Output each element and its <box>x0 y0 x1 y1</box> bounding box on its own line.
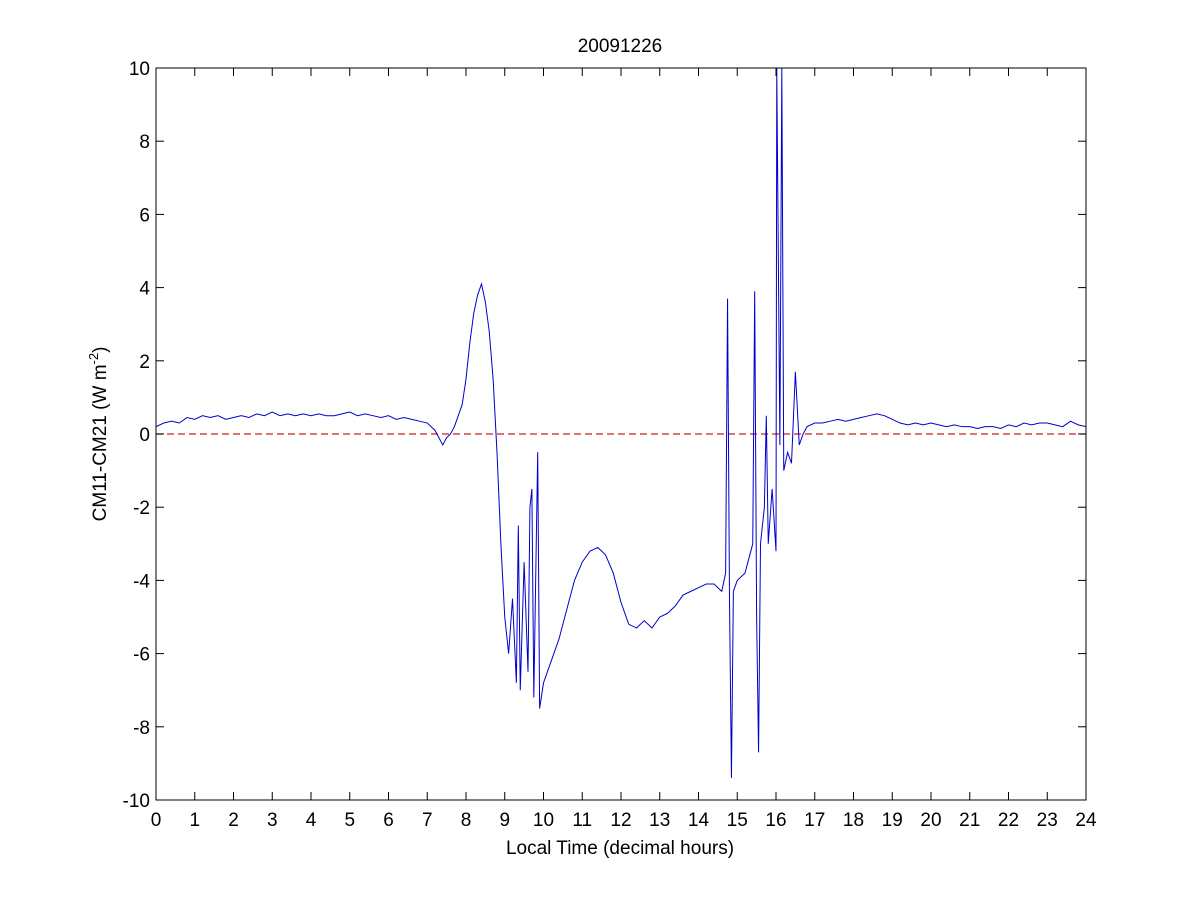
x-tick-label: 9 <box>499 810 510 831</box>
x-tick-label: 16 <box>765 810 786 831</box>
x-tick-label: 24 <box>1075 810 1097 831</box>
x-tick-label: 21 <box>959 810 980 831</box>
y-tick-label: 10 <box>129 59 150 80</box>
x-tick-label: 0 <box>151 810 162 831</box>
y-tick-label: -8 <box>133 718 150 739</box>
x-tick-label: 8 <box>461 810 472 831</box>
y-tick-label: -4 <box>133 571 150 592</box>
y-axis-label-superscript: -2 <box>86 353 101 365</box>
x-tick-label: 20 <box>920 810 941 831</box>
x-tick-label: 5 <box>344 810 355 831</box>
x-tick-label: 18 <box>843 810 864 831</box>
x-tick-label: 15 <box>727 810 748 831</box>
x-tick-label: 22 <box>998 810 1019 831</box>
x-tick-label: 12 <box>610 810 631 831</box>
x-tick-label: 4 <box>306 810 317 831</box>
data-series-line-0 <box>156 68 1086 779</box>
x-axis-label: Local Time (decimal hours) <box>506 838 734 859</box>
x-tick-label: 1 <box>189 810 200 831</box>
y-tick-label: 6 <box>139 205 150 226</box>
y-tick-label: -6 <box>133 645 150 666</box>
plot-area <box>156 68 1086 779</box>
x-tick-label: 13 <box>649 810 670 831</box>
y-tick-label: -10 <box>123 791 150 812</box>
y-axis-label: CM11-CM21 (W m-2) <box>86 347 111 522</box>
x-tick-label: 2 <box>228 810 239 831</box>
y-tick-label: -2 <box>133 498 150 519</box>
x-tick-label: 3 <box>267 810 278 831</box>
chart-title: 20091226 <box>578 36 663 57</box>
y-tick-label: 8 <box>139 132 150 153</box>
x-tick-label: 6 <box>383 810 394 831</box>
x-tick-label: 14 <box>688 810 710 831</box>
axis-ticks: 0 1 2 3 4 5 6 7 8 9 10 11 12 13 14 15 16 17 18 19 20 21 22 23 24… <box>123 59 1097 831</box>
x-tick-label: 7 <box>422 810 433 831</box>
y-axis-label-close: ) <box>90 347 111 353</box>
x-tick-label: 23 <box>1037 810 1058 831</box>
x-tick-label: 17 <box>804 810 825 831</box>
y-axis-label-main: CM11-CM21 (W m <box>90 364 111 521</box>
y-tick-label: 2 <box>139 352 150 373</box>
x-tick-label: 11 <box>572 810 592 831</box>
x-tick-label: 19 <box>882 810 903 831</box>
axes-frame <box>155 67 1087 801</box>
y-tick-label: 0 <box>139 425 150 446</box>
y-tick-label: 4 <box>139 279 150 300</box>
x-tick-label: 10 <box>533 810 554 831</box>
